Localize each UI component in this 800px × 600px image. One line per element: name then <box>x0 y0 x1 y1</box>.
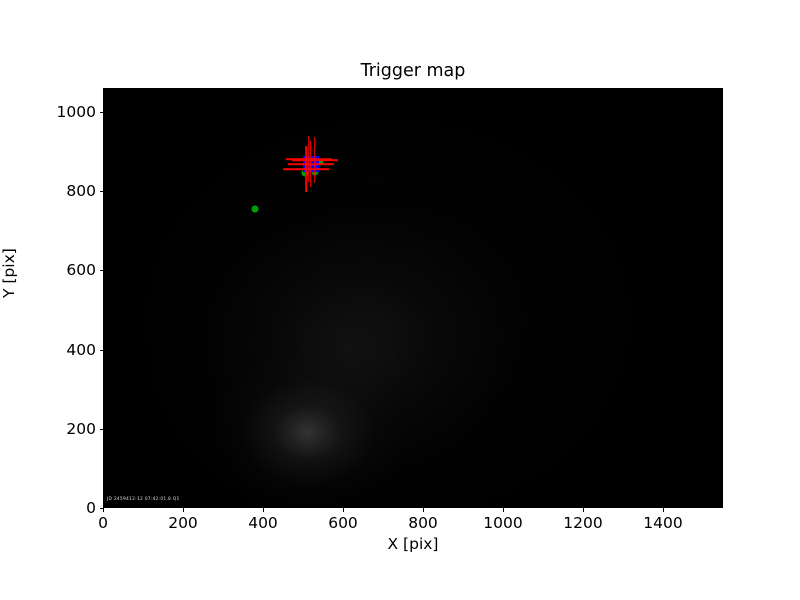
overlay-markers <box>103 88 723 508</box>
image-timestamp-stamp: JD 2459412-12 07:42:01.8 Q1 <box>107 497 180 502</box>
x-tick-mark <box>663 508 664 512</box>
y-tick-label: 0 <box>86 499 96 517</box>
x-tick-mark <box>263 508 264 512</box>
y-tick-label: 800 <box>66 182 96 201</box>
plot-area[interactable]: JD 2459412-12 07:42:01.8 Q1 <box>103 88 723 508</box>
crosshair-vertical-icon <box>313 137 316 184</box>
source-dot-marker <box>316 158 324 166</box>
y-tick-label: 600 <box>66 261 96 280</box>
source-dot-marker <box>251 205 259 213</box>
y-tick-mark <box>99 270 103 272</box>
page-title: Trigger map <box>360 61 466 81</box>
x-tick-label: 600 <box>328 514 358 532</box>
x-tick-mark <box>183 508 184 512</box>
x-tick-label: 400 <box>248 514 278 532</box>
x-tick-mark <box>503 508 504 512</box>
image-glow-core <box>103 88 723 508</box>
source-dot-marker <box>301 169 309 177</box>
y-tick-mark <box>99 349 103 351</box>
x-tick-label: 200 <box>168 514 198 532</box>
crosshair-vertical-icon <box>307 136 310 183</box>
y-axis-label: Y [pix] <box>0 248 18 298</box>
y-tick-label: 200 <box>66 419 96 438</box>
x-tick-mark <box>103 508 104 512</box>
y-tick-mark <box>99 428 103 430</box>
x-tick-mark <box>423 508 424 512</box>
x-axis-label: X [pix] <box>387 535 439 553</box>
x-tick-label: 1400 <box>643 514 683 532</box>
x-tick-mark <box>583 508 584 512</box>
x-tick-mark <box>343 508 344 512</box>
x-tick-label: 1000 <box>483 514 523 532</box>
image-noise-layer <box>103 88 723 508</box>
x-tick-label: 0 <box>98 514 108 532</box>
y-tick-mark <box>99 111 103 113</box>
y-tick-label: 400 <box>66 340 96 359</box>
y-tick-mark <box>99 191 103 193</box>
y-tick-mark <box>99 508 103 509</box>
x-tick-label: 800 <box>408 514 438 532</box>
y-tick-label: 1000 <box>56 102 96 121</box>
x-tick-label: 1200 <box>563 514 603 532</box>
crosshair-vertical-icon <box>305 146 307 193</box>
crosshair-vertical-icon <box>309 141 312 188</box>
